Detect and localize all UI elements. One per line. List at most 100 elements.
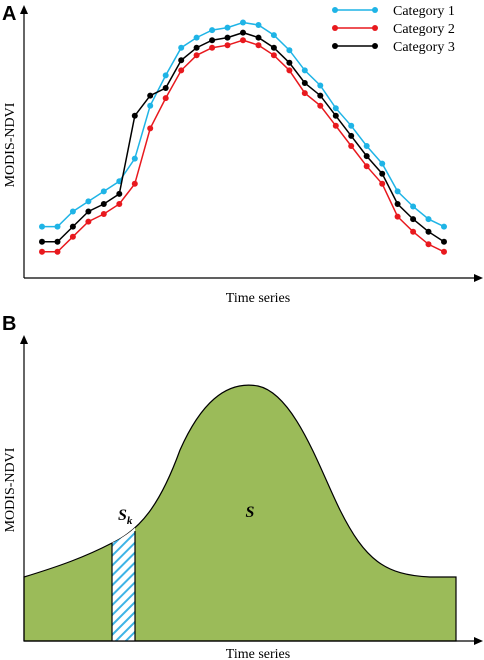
data-point [270,44,277,51]
data-point [69,233,76,240]
legend-label: Category 3 [393,40,455,55]
data-point [209,27,216,34]
strip-label-main: S [118,507,127,524]
data-point [410,216,417,223]
data-point [131,155,138,162]
legend-item: Category 3 [332,40,455,55]
data-point [39,223,45,230]
data-point [301,67,308,74]
legend-swatch-dot [332,7,338,13]
data-point [162,95,169,102]
data-point [85,218,92,225]
data-point [85,198,92,205]
data-point [286,47,293,54]
series-line [42,39,445,253]
legend-swatch-dot [332,43,338,49]
legend-item: Category 1 [332,4,455,19]
data-point [332,112,339,119]
series-2 [39,37,447,255]
data-point [100,211,107,217]
data-point [255,42,262,49]
y-axis-arrow [20,5,28,14]
legend-label: Category 1 [393,4,455,19]
data-point [410,228,417,235]
data-point [178,44,185,51]
data-point [317,102,324,109]
data-point [224,34,231,41]
series-layer [39,19,447,255]
data-point [147,92,154,99]
legend: Category 1 Category 2 Category 3 [332,4,455,55]
data-point [178,67,185,74]
data-point [193,34,200,41]
data-point [363,143,370,149]
data-point [131,180,138,187]
panel-b-label: B [2,313,16,335]
data-point [425,216,432,223]
data-point [162,72,169,79]
legend-swatch-dot [372,7,378,13]
data-point [317,82,324,89]
line-chart-svg: A MODIS-NDVI Time series Category 1Categ… [2,3,483,306]
data-point [240,37,246,44]
data-point [441,248,447,255]
data-point [240,19,246,26]
legend-swatch-dot [372,43,378,49]
data-point [100,188,107,195]
strip-label-sub: k [127,515,133,527]
data-point [39,248,45,255]
area-chart-svg: B MODIS-NDVI Time series S Sk [2,313,483,660]
data-point [162,85,169,91]
panel-b-area-chart: B MODIS-NDVI Time series S Sk [0,310,484,660]
data-point [348,122,355,129]
legend-item: Category 2 [332,22,455,37]
y-axis-b-arrow [20,335,28,344]
data-point [255,34,262,41]
ndvi-area-s [23,384,457,642]
data-point [100,201,107,207]
data-point [332,105,339,112]
x-axis-b-arrow [474,637,483,645]
x-axis-arrow [474,274,483,282]
data-point [224,24,231,31]
legend-label: Category 2 [393,22,455,37]
data-point [348,132,355,139]
x-axis-title: Time series [226,291,290,306]
data-point [332,122,339,129]
data-point [116,201,123,207]
y-axis-b-title: MODIS-NDVI [3,447,18,532]
data-point [209,44,216,51]
data-point [270,52,277,59]
data-point [301,90,308,97]
panel-a-line-chart: A MODIS-NDVI Time series Category 1 Categ… [0,0,484,310]
y-axis-title: MODIS-NDVI [3,102,18,187]
panel-a-label: A [2,3,16,25]
data-point [286,59,293,66]
data-point [348,143,355,149]
data-point [410,203,417,210]
series-1 [39,19,447,230]
data-point [193,44,200,51]
data-point [69,223,76,230]
data-point [209,37,216,44]
data-point [147,125,154,132]
data-point [147,102,154,109]
data-point [425,241,432,248]
data-point [317,92,324,99]
data-point [301,80,308,86]
x-axis-b-title: Time series [226,647,290,660]
data-point [286,67,293,74]
data-point [131,112,138,119]
data-point [193,52,200,59]
series-line [42,31,445,243]
data-point [240,29,246,36]
data-point [394,188,401,195]
data-point [54,223,61,230]
data-point [441,223,447,230]
series-3 [39,29,447,245]
data-point [178,57,185,64]
hatched-strip-sk [112,527,135,641]
data-point [54,248,61,255]
data-point [69,208,76,215]
data-point [394,201,401,207]
